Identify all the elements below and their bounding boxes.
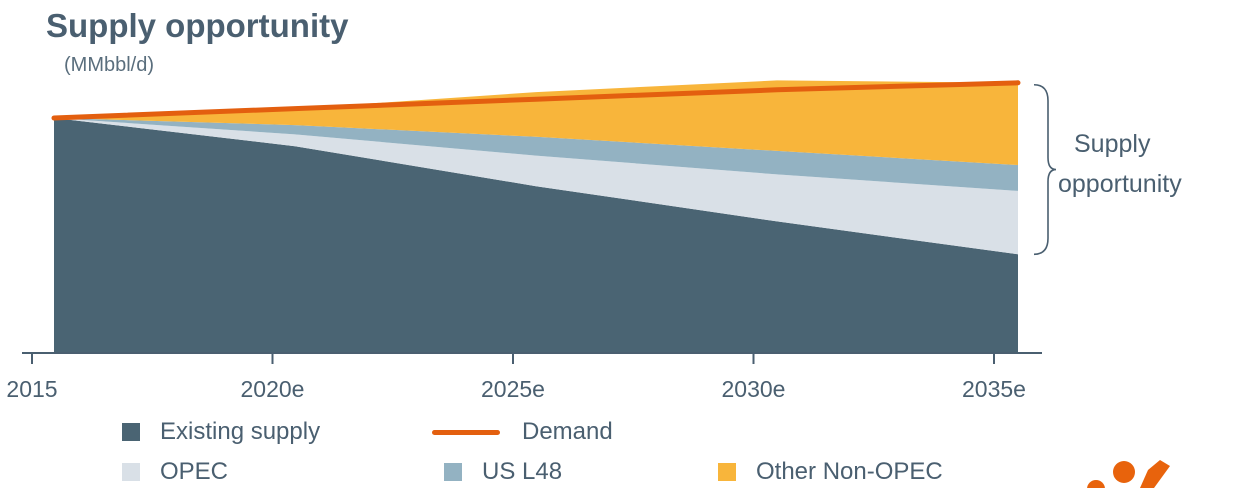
- area-other-non-opec: [54, 80, 1018, 165]
- x-axis: 2015 2020e 2025e 2030e 2035e: [6, 352, 1042, 402]
- legend-label-demand: Demand: [522, 418, 613, 445]
- demand-layer: [51, 80, 1021, 121]
- x-tick-label: 2025e: [481, 376, 545, 402]
- legend-label-opec: OPEC: [160, 458, 229, 485]
- area-layers: [54, 80, 1018, 353]
- legend-existing-supply: Existing supply: [122, 418, 320, 446]
- x-tick-label: 2035e: [962, 376, 1026, 402]
- legend-opec: OPEC: [122, 458, 228, 486]
- bracket-label-line-2: opportunity: [1058, 170, 1182, 198]
- legend-swatch-other-non-opec: [718, 463, 736, 481]
- legend-label-existing-supply: Existing supply: [160, 418, 321, 445]
- legend-demand: Demand: [432, 418, 613, 446]
- legend-swatch-existing-supply: [122, 423, 140, 441]
- legend-us-l48: US L48: [444, 458, 562, 486]
- legend-label-us-l48: US L48: [482, 458, 563, 485]
- logo-mark-icon: [1087, 460, 1170, 488]
- legend-swatch-us-l48: [444, 463, 462, 481]
- area-us-l48: [54, 118, 1018, 191]
- supply-opportunity-bracket: Supply opportunity: [1033, 83, 1182, 256]
- area-opec: [54, 118, 1018, 255]
- x-tick-label: 2020e: [241, 376, 305, 402]
- demand-line: [51, 80, 1021, 121]
- chart-subtitle: (MMbbl/d): [64, 54, 155, 76]
- legend-other-non-opec: Other Non-OPEC: [718, 458, 943, 486]
- area-existing-supply: [54, 118, 1018, 353]
- x-tick-label: 2030e: [722, 376, 786, 402]
- x-tick-label: 2015: [6, 376, 57, 402]
- legend-label-other-non-opec: Other Non-OPEC: [756, 458, 943, 485]
- bracket-label-line-1: Supply: [1074, 130, 1151, 158]
- legend-swatch-opec: [122, 463, 140, 481]
- legend-swatch-demand: [432, 429, 500, 435]
- chart-title: Supply opportunity: [46, 7, 349, 44]
- brace-icon: [1033, 83, 1057, 256]
